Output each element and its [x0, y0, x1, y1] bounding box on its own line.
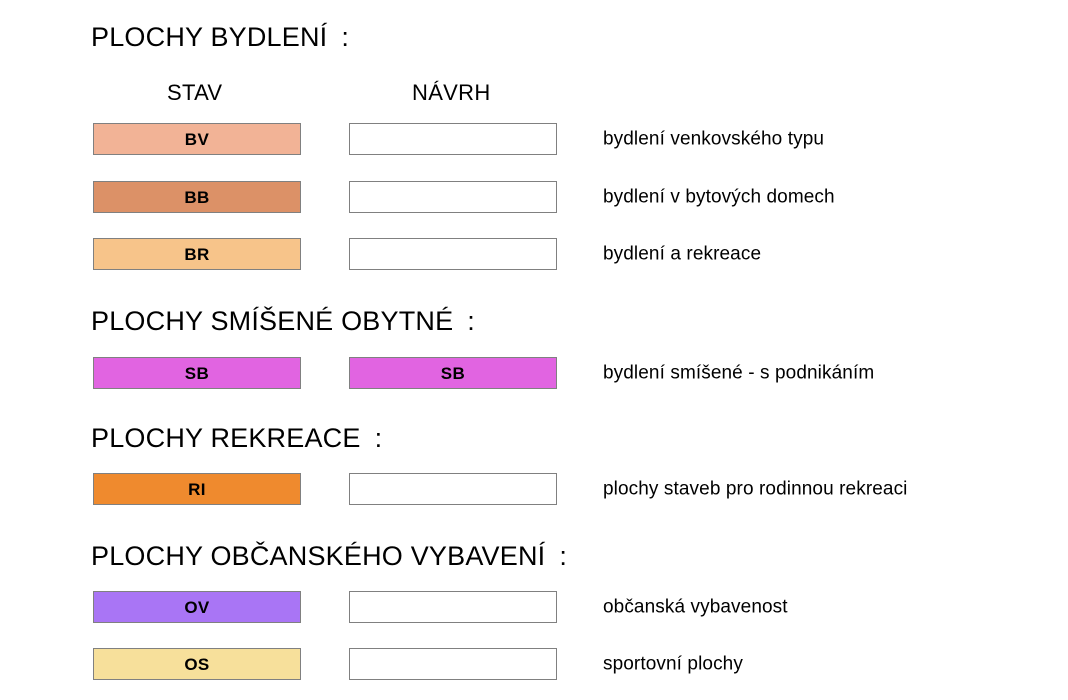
swatch-existing-bv[interactable]: BV	[93, 123, 301, 155]
section-heading-plochy-obcanskeho-vybaveni: PLOCHY OBČANSKÉHO VYBAVENÍ:	[91, 543, 567, 570]
row-description: plochy staveb pro rodinnou rekreaci	[603, 478, 908, 500]
swatch-code: RI	[188, 479, 206, 499]
section-title: PLOCHY REKREACE	[91, 423, 361, 453]
column-header-proposed: NÁVRH	[412, 80, 491, 105]
swatch-proposed-ri[interactable]	[349, 473, 557, 505]
row-description: občanská vybavenost	[603, 596, 788, 618]
section-colon: :	[559, 541, 568, 571]
swatch-proposed-bb[interactable]	[349, 181, 557, 213]
section-title: PLOCHY BYDLENÍ	[91, 22, 328, 52]
swatch-code: BR	[184, 244, 210, 264]
section-colon: :	[374, 423, 383, 453]
swatch-proposed-ov[interactable]	[349, 591, 557, 623]
swatch-code: OV	[184, 597, 210, 617]
row-description: sportovní plochy	[603, 653, 743, 675]
row-description: bydlení venkovského typu	[603, 128, 825, 150]
row-description: bydlení a rekreace	[603, 243, 762, 265]
swatch-existing-ov[interactable]: OV	[93, 591, 301, 623]
swatch-existing-ri[interactable]: RI	[93, 473, 301, 505]
swatch-proposed-br[interactable]	[349, 238, 557, 270]
column-header-existing: STAV	[167, 80, 223, 105]
row-description: bydlení v bytových domech	[603, 186, 835, 208]
section-heading-plochy-bydleni: PLOCHY BYDLENÍ:	[91, 24, 349, 51]
swatch-code: OS	[184, 654, 210, 674]
swatch-code: BV	[184, 129, 210, 149]
row-description: bydlení smíšené - s podnikáním	[603, 362, 875, 384]
legend-row: BR bydlení a rekreace	[0, 238, 1068, 270]
legend-row: SB SB bydlení smíšené - s podnikáním	[0, 357, 1068, 389]
swatch-code: BB	[184, 187, 210, 207]
section-colon: :	[467, 306, 475, 336]
swatch-proposed-bv[interactable]	[349, 123, 557, 155]
swatch-existing-os[interactable]: OS	[93, 648, 301, 680]
swatch-proposed-os[interactable]	[349, 648, 557, 680]
section-colon: :	[341, 22, 350, 52]
section-title: PLOCHY OBČANSKÉHO VYBAVENÍ	[91, 541, 546, 571]
legend-row: BB bydlení v bytových domech	[0, 181, 1068, 213]
swatch-existing-bb[interactable]: BB	[93, 181, 301, 213]
swatch-proposed-sb[interactable]: SB	[349, 357, 557, 389]
swatch-existing-br[interactable]: BR	[93, 238, 301, 270]
swatch-code-proposed: SB	[440, 363, 466, 383]
section-heading-plochy-rekreace: PLOCHY REKREACE:	[91, 425, 382, 452]
legend-row: OV občanská vybavenost	[0, 591, 1068, 623]
legend-row: OS sportovní plochy	[0, 648, 1068, 680]
swatch-existing-sb[interactable]: SB	[93, 357, 301, 389]
section-heading-plochy-smisene-obytne: PLOCHY SMÍŠENÉ OBYTNÉ:	[91, 308, 475, 335]
section-title: PLOCHY SMÍŠENÉ OBYTNÉ	[91, 306, 454, 336]
legend-row: BV bydlení venkovského typu	[0, 123, 1068, 155]
legend-row: RI plochy staveb pro rodinnou rekreaci	[0, 473, 1068, 505]
swatch-code: SB	[184, 363, 210, 383]
